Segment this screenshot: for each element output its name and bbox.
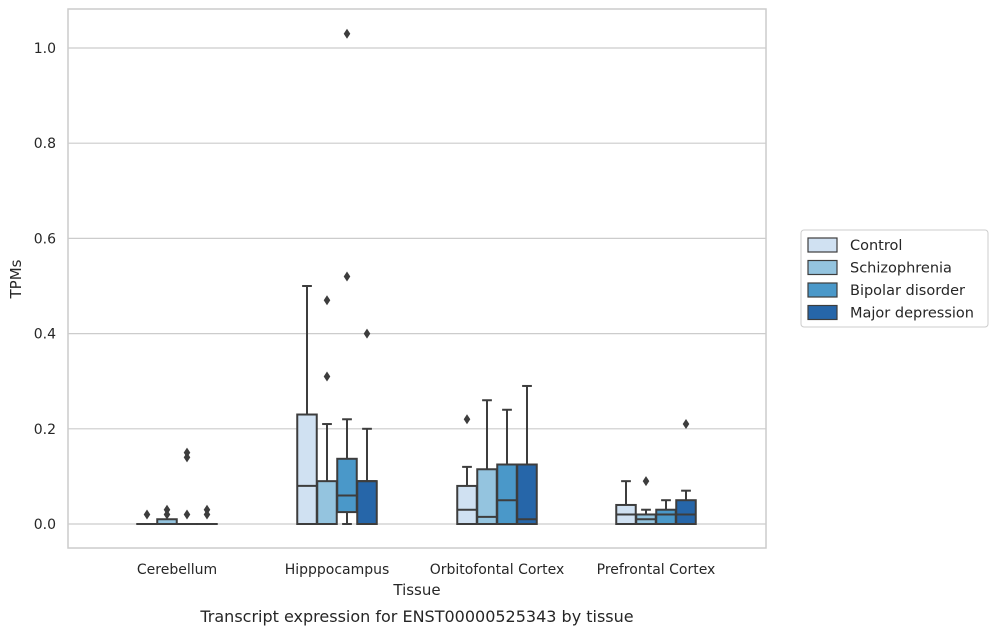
flier-point — [343, 271, 351, 282]
box-1-2 — [336, 28, 358, 525]
box-body — [356, 480, 378, 526]
box-body — [655, 508, 677, 526]
boxes — [136, 28, 697, 526]
gridlines — [68, 47, 766, 525]
flier-point — [203, 504, 211, 515]
legend-item: Schizophrenia — [807, 259, 952, 277]
flier-point — [163, 504, 171, 515]
flier-point — [183, 509, 191, 520]
flier-point — [642, 476, 650, 487]
legend-item: Major depression — [807, 304, 974, 322]
box-0-3 — [196, 504, 218, 526]
legend-swatch — [807, 282, 838, 298]
y-tick-labels: 0.0 0.2 0.4 0.6 0.8 1.0 — [34, 41, 56, 533]
y-tick-label: 0.0 — [34, 517, 56, 533]
box-body — [516, 463, 538, 525]
box-2-0 — [456, 414, 478, 526]
flier-point — [363, 328, 371, 339]
x-tick-label: Prefrontal Cortex — [597, 562, 716, 578]
flier-point — [343, 28, 351, 39]
plot-frame — [67, 8, 767, 549]
box-body — [316, 480, 338, 526]
flier-point — [682, 419, 690, 430]
y-tick-label: 0.4 — [34, 327, 56, 343]
box-body — [336, 457, 358, 514]
box-body — [476, 468, 498, 526]
legend-label: Bipolar disorder — [850, 283, 965, 299]
box-0-1 — [156, 504, 178, 525]
flier-point — [143, 509, 151, 520]
flier-point — [323, 295, 331, 306]
box-body — [456, 484, 478, 526]
legend-item: Control — [807, 237, 902, 254]
legend-label: Schizophrenia — [850, 261, 952, 277]
box-body — [296, 413, 318, 525]
legend-frame — [800, 229, 989, 328]
legend-label: Control — [850, 238, 902, 254]
x-tick-label: Cerebellum — [137, 562, 217, 578]
box-1-0 — [296, 285, 318, 525]
legend-swatch — [807, 259, 838, 276]
x-tick-label: Orbitofontal Cortex — [430, 562, 565, 578]
box-2-1 — [476, 399, 498, 526]
box-3-0 — [615, 480, 637, 525]
y-axis-title: TPMs — [7, 259, 25, 299]
x-tick-labels: Cerebellum Hipppocampus Orbitofontal Corte… — [137, 562, 715, 578]
legend-item: Bipolar disorder — [807, 282, 965, 299]
box-0-0 — [136, 509, 158, 526]
y-tick-label: 0.8 — [34, 136, 56, 152]
flier-point — [463, 414, 471, 425]
legend-swatch — [807, 237, 838, 253]
legend-label: Major depression — [850, 306, 974, 322]
box-3-2 — [655, 499, 677, 526]
box-body — [675, 499, 697, 526]
box-0-2 — [176, 447, 198, 526]
chart-caption: Transcript expression for ENST0000052534… — [199, 607, 633, 626]
box-2-3 — [516, 384, 538, 525]
legend-swatch — [807, 304, 838, 321]
flier-point — [183, 447, 191, 458]
box-3-1 — [635, 476, 657, 525]
y-tick-label: 0.6 — [34, 231, 56, 247]
box-1-3 — [356, 328, 378, 526]
box-2-2 — [496, 408, 518, 525]
y-tick-label: 0.2 — [34, 422, 56, 438]
y-tick-label: 1.0 — [34, 41, 56, 57]
box-body — [496, 463, 518, 525]
box-3-3 — [675, 419, 697, 526]
legend: Control Schizophrenia Bipolar disorder Majo… — [800, 229, 989, 328]
flier-point — [323, 371, 331, 382]
x-axis-title: Tissue — [392, 581, 440, 599]
box-1-1 — [316, 295, 338, 526]
x-tick-label: Hipppocampus — [285, 562, 390, 578]
